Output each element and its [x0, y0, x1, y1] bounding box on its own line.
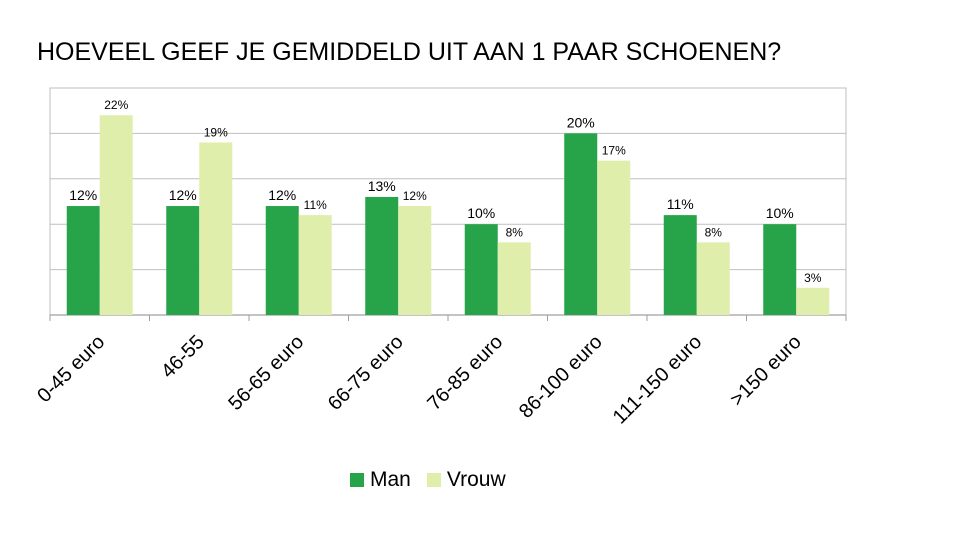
bar-vrouw — [298, 215, 332, 315]
legend-label-vrouw: Vrouw — [446, 468, 506, 491]
bar-man — [663, 215, 697, 315]
bar-vrouw — [497, 242, 531, 315]
data-label-vrouw: 8% — [506, 225, 524, 239]
data-label-vrouw: 12% — [403, 189, 427, 203]
data-label-vrouw: 19% — [204, 125, 228, 139]
bar-man — [564, 133, 598, 315]
bar-man — [66, 206, 100, 315]
legend-swatch-man — [350, 473, 364, 487]
bar-man — [763, 224, 797, 315]
bar-vrouw — [199, 142, 233, 315]
data-label-vrouw: 22% — [104, 98, 128, 112]
legend-swatch-vrouw — [426, 473, 441, 487]
category-label: 66-75 euro — [324, 331, 408, 415]
data-label-vrouw: 8% — [705, 225, 723, 239]
bar-vrouw — [597, 160, 631, 315]
data-label-man: 10% — [467, 205, 495, 221]
data-label-man: 13% — [368, 178, 396, 194]
data-label-vrouw: 3% — [804, 271, 822, 285]
bar-man — [166, 206, 200, 315]
data-label-vrouw: 17% — [602, 144, 626, 158]
bar-man — [365, 196, 399, 315]
data-label-man: 10% — [766, 205, 794, 221]
bar-man — [464, 224, 498, 315]
category-label: 56-65 euro — [224, 331, 308, 415]
data-label-man: 20% — [567, 114, 595, 130]
bar-vrouw — [696, 242, 730, 315]
category-label: 76-85 euro — [423, 331, 507, 415]
category-label: >150 euro — [726, 331, 806, 411]
legend: Man Vrouw — [350, 468, 522, 492]
bar-vrouw — [99, 115, 133, 316]
data-label-man: 11% — [667, 196, 694, 212]
category-label: 111-150 euro — [609, 331, 707, 429]
bar-man — [265, 206, 299, 315]
chart-title: HOEVEEL GEEF JE GEMIDDELD UIT AAN 1 PAAR… — [37, 38, 782, 66]
bar-vrouw — [796, 287, 830, 315]
legend-label-man: Man — [370, 468, 411, 491]
category-label: 0-45 euro — [33, 331, 109, 407]
data-label-vrouw: 11% — [304, 198, 327, 212]
legend-item-man: Man — [350, 468, 411, 492]
data-label-man: 12% — [268, 187, 296, 203]
data-label-man: 12% — [169, 187, 197, 203]
bar-vrouw — [398, 206, 432, 315]
data-label-man: 12% — [69, 187, 97, 203]
category-label: 46-55 — [157, 331, 209, 383]
category-label: 86-100 euro — [515, 331, 607, 423]
legend-item-vrouw: Vrouw — [426, 468, 506, 492]
